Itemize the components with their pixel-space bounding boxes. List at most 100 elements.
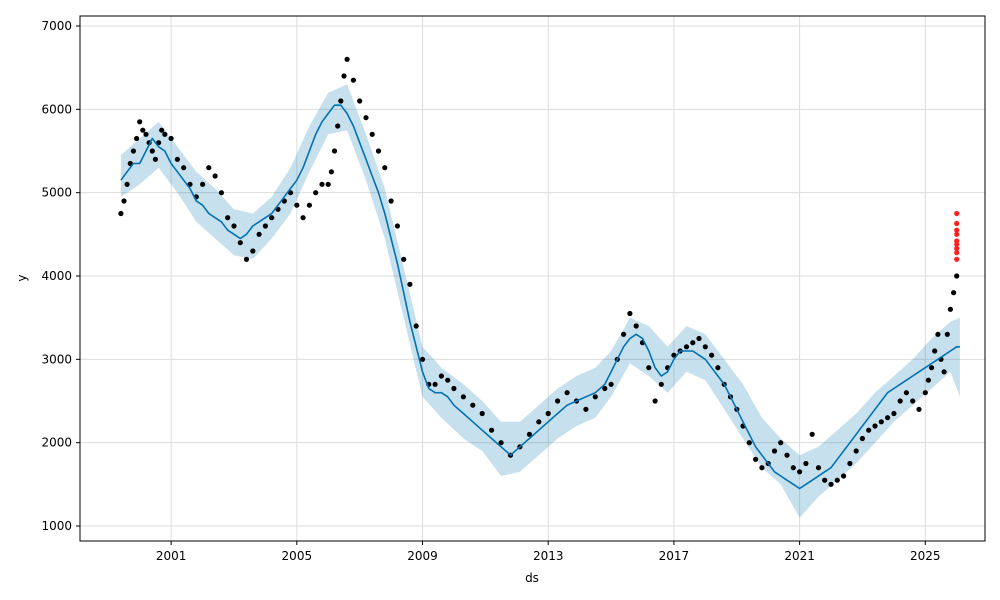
observed-point [313,190,319,196]
observed-point [294,202,300,208]
observed-point [168,135,174,142]
observed-point [944,331,950,337]
observed-point [319,181,325,187]
observed-point [929,365,935,371]
recent-point [954,227,960,233]
observed-point [683,344,690,350]
y-axis-label: y [15,274,29,281]
observed-point [555,398,561,404]
y-tick-label: 2000 [41,436,72,450]
recent-point [954,220,960,227]
observed-point [335,123,341,129]
observed-point [438,373,444,379]
y-tick-label: 6000 [41,102,72,116]
y-tick-label: 3000 [41,352,72,366]
observed-point [935,331,941,337]
observed-point [608,381,614,387]
observed-point [363,115,369,121]
observed-point [413,323,419,329]
observed-point [702,344,708,350]
observed-point [143,131,149,137]
observed-point [652,398,658,404]
x-axis-ticks: 2001 2005 2009 2013 2017 2021 2025 [156,541,941,563]
observed-point [350,77,356,83]
x-tick-label: 2025 [910,549,941,563]
observed-point [809,431,815,437]
observed-point [847,460,853,467]
observed-point [658,381,664,387]
observed-point [243,256,250,262]
observed-point [206,165,212,171]
plot-area-frame [79,15,986,542]
observed-point [432,381,438,387]
observed-point [903,390,910,396]
observed-point [922,390,928,396]
forecast-line-layer [120,104,960,490]
observed-point [583,406,589,412]
observed-point [778,440,784,446]
x-tick-label: 2013 [533,549,564,563]
observed-point [784,452,790,458]
observed-point [859,435,866,442]
observed-point [225,215,231,221]
observed-point [715,365,721,371]
observed-point [388,198,394,204]
observed-point [828,481,834,487]
y-tick-label: 1000 [41,519,72,533]
observed-point [256,231,262,237]
observed-point [897,398,903,404]
observed-point [621,331,627,337]
observed-point [696,335,702,342]
observed-point [947,306,954,312]
observed-point [910,398,916,404]
observed-point [891,410,897,417]
recent-points-layer [954,210,960,262]
recent-point [954,250,960,256]
observed-point [134,135,140,142]
observed-point [130,148,136,154]
observed-point [790,465,796,471]
y-tick-label: 4000 [41,269,72,283]
recent-point [954,245,960,252]
observed-point [262,223,268,229]
observed-point [545,410,551,417]
observed-point [916,406,922,412]
observed-point [853,448,859,454]
observed-point [479,410,485,417]
observed-point [306,202,312,208]
x-tick-label: 2021 [784,549,815,563]
observed-point [250,248,256,254]
observed-point [746,440,752,446]
observed-point [753,456,759,462]
observed-point [300,215,306,221]
observed-point [174,156,180,162]
observed-point [181,165,187,171]
x-tick-label: 2017 [659,549,690,563]
observed-point [401,256,407,262]
observed-point [489,427,495,433]
observed-point [338,98,344,104]
x-tick-label: 2009 [407,549,438,563]
observed-point [419,356,426,362]
observed-point [564,390,570,396]
recent-point [954,231,960,237]
observed-point [394,223,400,229]
recent-point [954,210,960,217]
observed-point [526,431,533,437]
observed-point [344,56,350,62]
observed-point [627,310,633,317]
x-axis-label: ds [525,571,539,585]
observed-point [951,290,957,296]
observed-point [269,215,275,221]
observed-point [941,369,947,375]
y-axis-ticks: 1000 2000 3000 4000 5000 6000 7000 [41,19,80,533]
uncertainty-band-layer [120,84,960,518]
observed-point [633,323,639,329]
uncertainty-band [120,84,960,518]
observed-point [866,427,872,433]
observed-point [369,131,375,137]
observed-point [878,419,884,425]
observed-point [759,465,765,471]
observed-point [803,460,809,467]
